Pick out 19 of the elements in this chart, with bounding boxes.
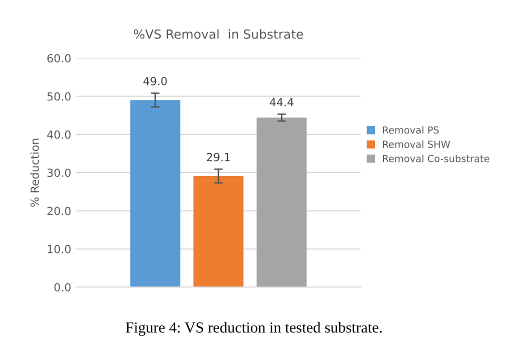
y-tick-label: 40.0 <box>47 130 71 139</box>
chart-title: %VS Removal in Substrate <box>134 29 303 39</box>
y-tick-label: 60.0 <box>47 54 71 62</box>
legend-label: Removal Co-substrate <box>383 154 490 162</box>
y-tick-label: 50.0 <box>47 92 71 101</box>
caption: Figure 4: VS reduction in tested substrate. <box>126 322 382 336</box>
bar <box>130 100 180 288</box>
data-label: 29.1 <box>206 152 230 162</box>
y-tick-label: 20.0 <box>47 206 71 216</box>
bar <box>256 118 307 288</box>
legend-label: Removal SHW <box>383 140 450 148</box>
bar <box>193 176 244 288</box>
y-tick-label: 30.0 <box>47 168 71 177</box>
y-tick-label: 10.0 <box>48 244 71 254</box>
data-label: 44.4 <box>270 98 294 106</box>
legend-label: Removal PS <box>383 126 439 134</box>
y-tick-label: 0.0 <box>54 283 71 292</box>
data-label: 49.0 <box>143 76 167 86</box>
y-axis-title: % Reduction <box>30 138 39 207</box>
